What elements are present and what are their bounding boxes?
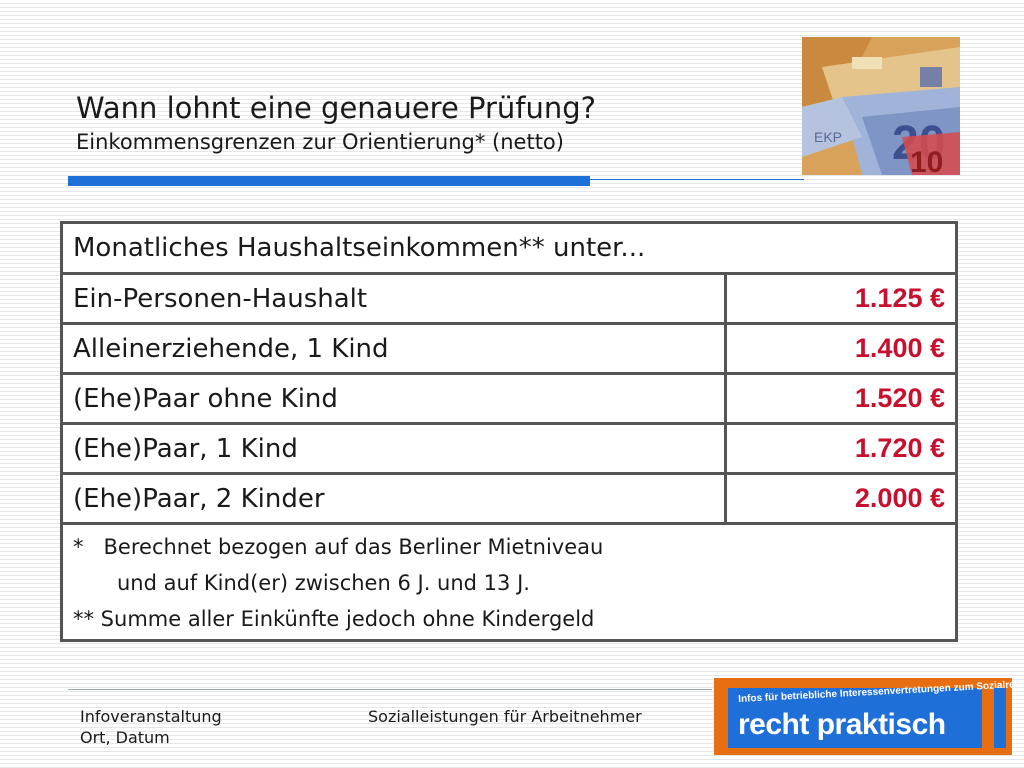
- household-label: Alleinerziehende, 1 Kind: [60, 322, 727, 375]
- footer-divider: [68, 689, 712, 690]
- household-label: (Ehe)Paar ohne Kind: [60, 372, 727, 425]
- recht-praktisch-logo: Infos für betriebliche Interessenvertret…: [714, 678, 1024, 755]
- footnote-1: * Berechnet bezogen auf das Berliner Mie…: [73, 535, 604, 559]
- income-amount: 1.400 €: [724, 322, 958, 375]
- table-row: (Ehe)Paar, 1 Kind 1.720 €: [60, 422, 958, 475]
- logo-side-bar: [994, 688, 1006, 748]
- household-label: (Ehe)Paar, 2 Kinder: [60, 472, 727, 525]
- table-footnotes: * Berechnet bezogen auf das Berliner Mie…: [60, 522, 958, 642]
- euro-banknotes-photo: 20 10 EKP: [802, 37, 960, 175]
- table-row: Ein-Personen-Haushalt 1.125 €: [60, 272, 958, 325]
- title-underline-thin: [590, 179, 804, 180]
- income-amount: 1.720 €: [724, 422, 958, 475]
- slide-subtitle: Einkommensgrenzen zur Orientierung* (net…: [76, 130, 564, 154]
- svg-text:10: 10: [910, 146, 943, 175]
- footnote-1-continued: und auf Kind(er) zwischen 6 J. und 13 J.: [117, 571, 530, 595]
- logo-tagline: Infos für betriebliche Interessenvertret…: [738, 678, 1024, 705]
- title-underline: [68, 176, 590, 186]
- income-amount: 1.520 €: [724, 372, 958, 425]
- income-amount: 2.000 €: [724, 472, 958, 525]
- table-row: (Ehe)Paar, 2 Kinder 2.000 €: [60, 472, 958, 525]
- svg-text:EKP: EKP: [814, 129, 842, 145]
- household-label: Ein-Personen-Haushalt: [60, 272, 727, 325]
- slide-title: Wann lohnt eine genauere Prüfung? Einkom…: [76, 88, 596, 156]
- income-amount: 1.125 €: [724, 272, 958, 325]
- slide-title-main: Wann lohnt eine genauere Prüfung?: [76, 91, 597, 125]
- income-limits-table: Monatliches Haushaltseinkommen** unter..…: [60, 221, 958, 642]
- footer-topic: Sozialleistungen für Arbeitnehmer: [368, 707, 642, 726]
- logo-brand: recht praktisch: [738, 708, 946, 741]
- table-row: Alleinerziehende, 1 Kind 1.400 €: [60, 322, 958, 375]
- table-row: (Ehe)Paar ohne Kind 1.520 €: [60, 372, 958, 425]
- footer-place-date: Ort, Datum: [80, 728, 170, 747]
- logo-panel: Infos für betriebliche Interessenvertret…: [728, 679, 1024, 748]
- footer-event-info: Infoveranstaltung Ort, Datum: [80, 706, 222, 748]
- footnote-2: ** Summe aller Einkünfte jedoch ohne Kin…: [73, 607, 595, 631]
- table-header: Monatliches Haushaltseinkommen** unter..…: [60, 221, 958, 275]
- household-label: (Ehe)Paar, 1 Kind: [60, 422, 727, 475]
- footer-event: Infoveranstaltung: [80, 707, 222, 726]
